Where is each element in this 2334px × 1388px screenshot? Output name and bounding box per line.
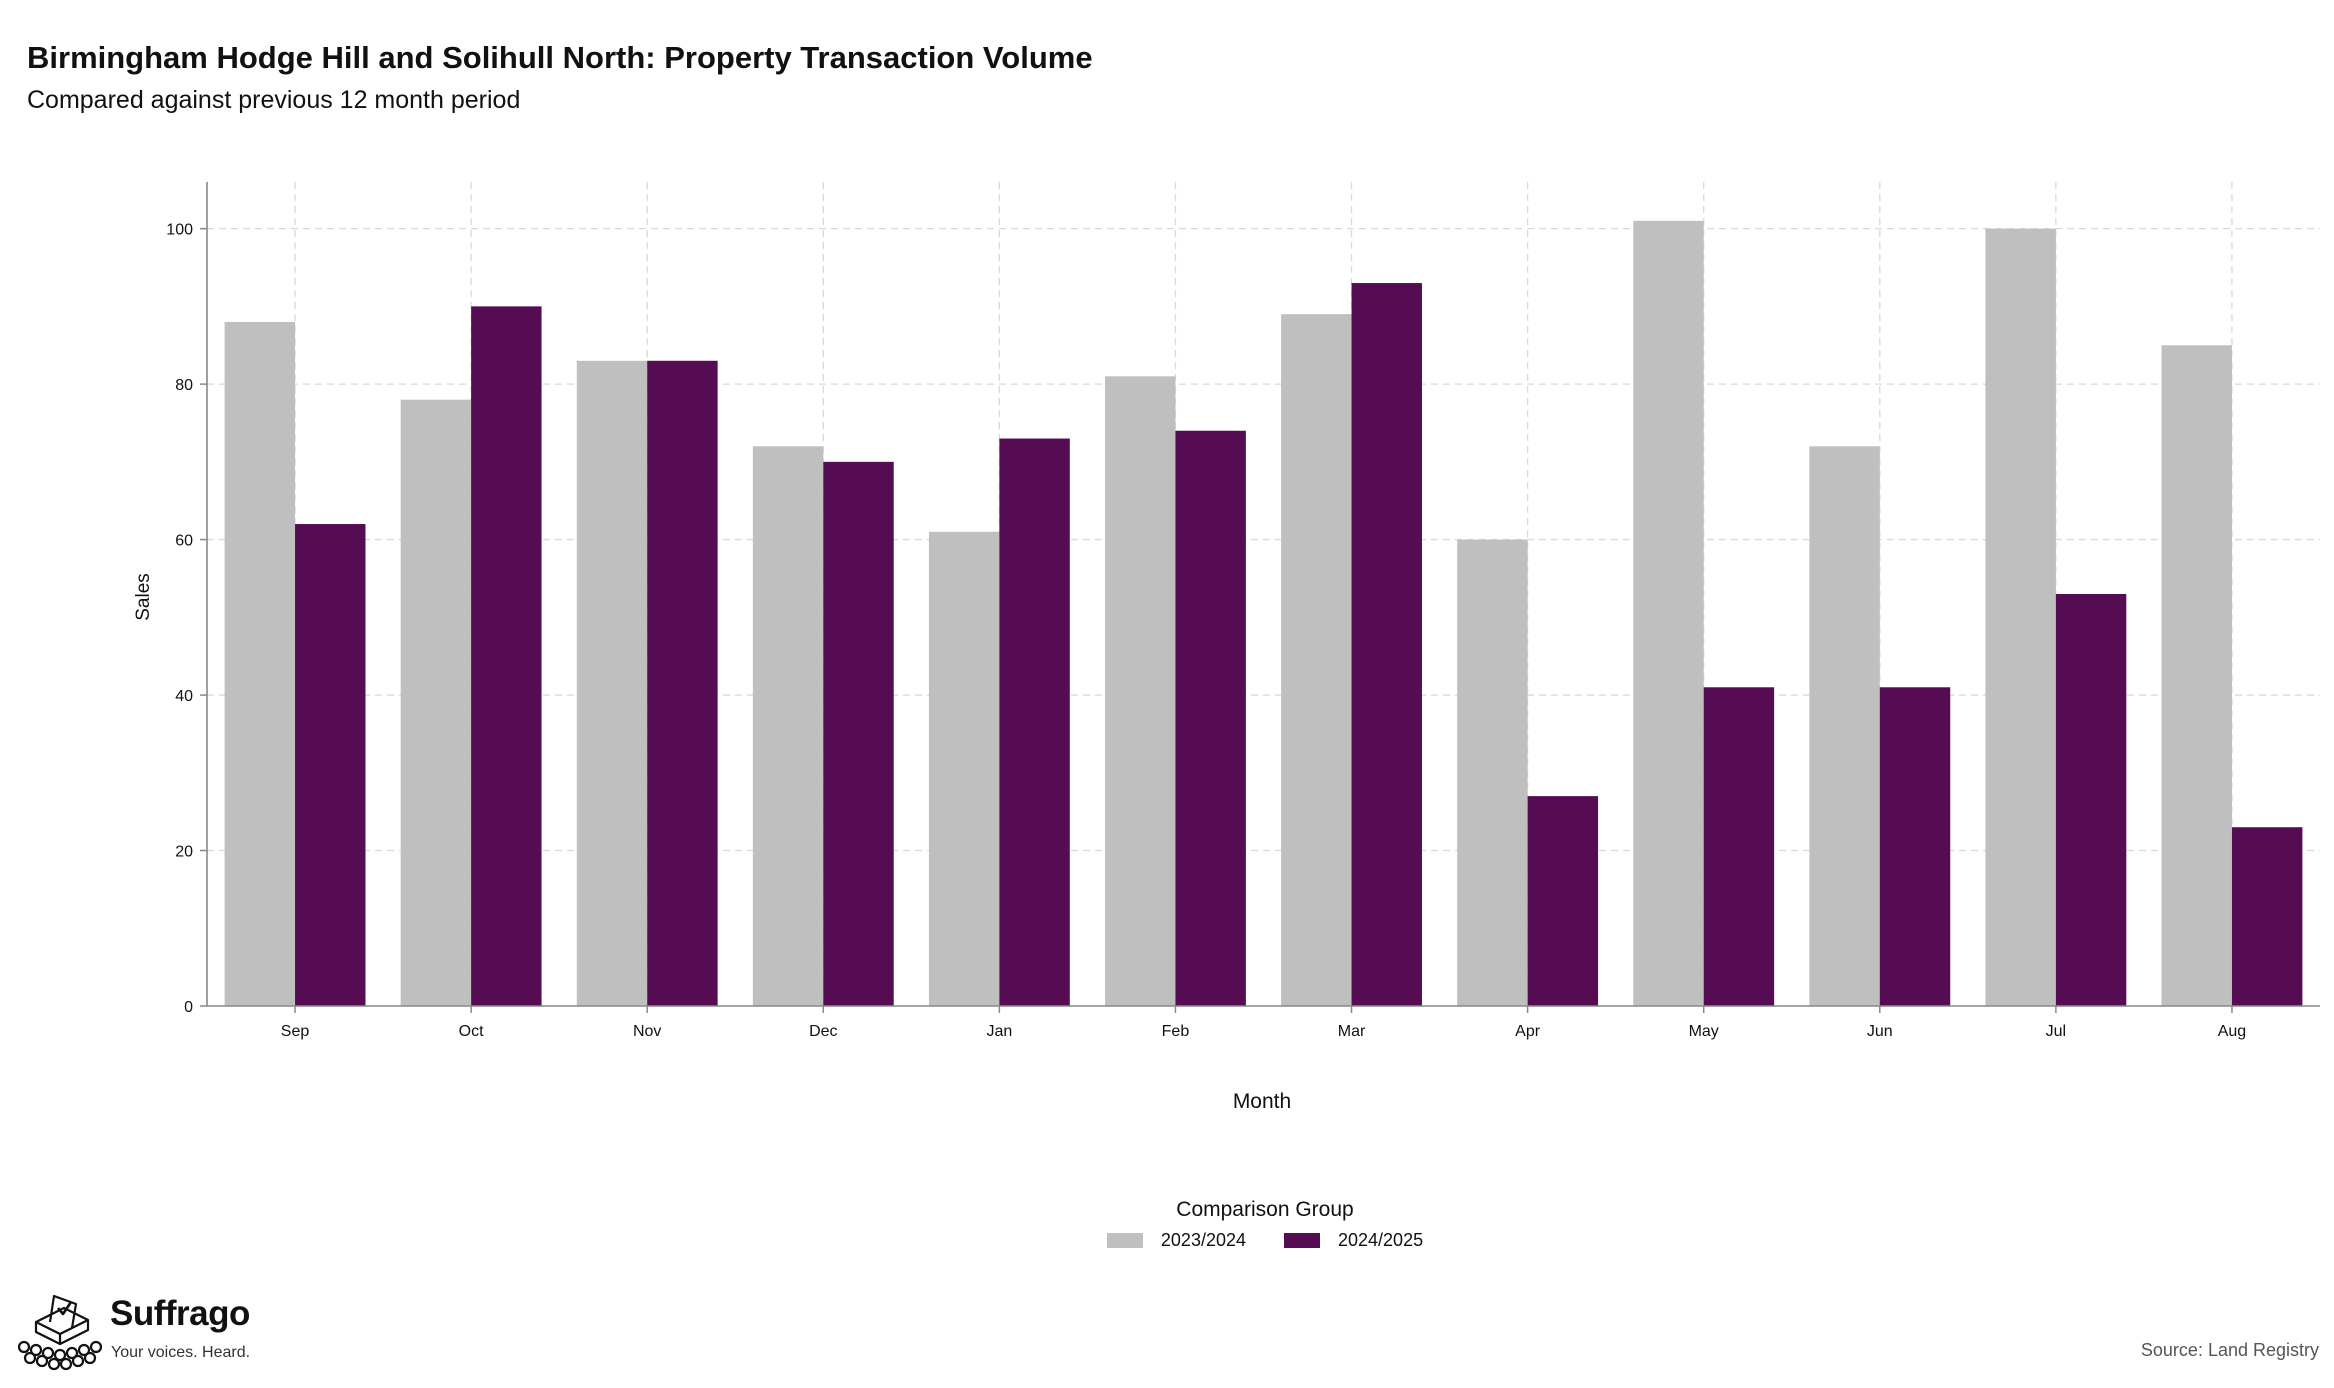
bar-aug-2024-2025 [2231, 827, 2303, 1006]
brand-logo: Suffrago Your voices. Heard. [14, 1292, 274, 1372]
legend-item: 2024/2025 [1284, 1230, 1423, 1251]
bar-aug-2023-2024 [2161, 345, 2232, 1007]
bar-nov-2024-2025 [647, 360, 718, 1006]
legend-items: 2023/2024 2024/2025 [1090, 1230, 1440, 1251]
bar-jan-2024-2025 [999, 438, 1070, 1006]
bar-chart: 0 20 40 60 80 100 Sep Oct Nov Dec Jan Feb Mar Apr May J… [133, 182, 2320, 1113]
brand-tagline: Your voices. Heard. [111, 1344, 251, 1361]
brand-name: Suffrago [110, 1294, 250, 1333]
x-tick-label: Aug [2218, 1023, 2246, 1040]
bar-apr-2024-2025 [1527, 796, 1599, 1006]
x-tick-label: Sep [281, 1023, 310, 1040]
y-tick-label: 0 [184, 999, 193, 1016]
y-tick-label: 40 [175, 688, 193, 705]
bar-jul-2023-2024 [1985, 228, 2056, 1007]
bar-jan-2023-2024 [928, 531, 1000, 1006]
bars [224, 220, 2303, 1007]
x-tick-label: Oct [459, 1023, 484, 1040]
y-tick-label: 20 [175, 844, 193, 861]
x-axis-title: Month [1233, 1090, 1291, 1113]
bar-oct-2024-2025 [471, 306, 542, 1007]
legend-swatch [1106, 1233, 1143, 1248]
bar-may-2024-2025 [1703, 687, 1775, 1006]
chart-subtitle: Compared against previous 12 month perio… [27, 86, 521, 114]
y-tick-label: 80 [175, 377, 193, 394]
bar-apr-2023-2024 [1457, 539, 1528, 1006]
legend-label: 2024/2025 [1338, 1230, 1424, 1250]
ballot-box-with-crowd-icon [17, 1294, 103, 1371]
legend-label: 2023/2024 [1160, 1230, 1246, 1250]
bar-sep-2024-2025 [295, 524, 366, 1006]
source-note: Source: Land Registry [2140, 1340, 2319, 1360]
legend: Comparison Group 2023/2024 2024/2025 [1090, 1198, 1440, 1251]
bar-jul-2024-2025 [2055, 594, 2127, 1006]
bar-may-2023-2024 [1633, 220, 1704, 1006]
bar-nov-2023-2024 [576, 360, 648, 1006]
x-tick-label: Apr [1515, 1023, 1541, 1040]
y-tick-label: 100 [166, 222, 193, 239]
x-tick-label: Feb [1162, 1023, 1190, 1040]
x-tick-label: Mar [1338, 1023, 1366, 1040]
legend-swatch [1284, 1233, 1320, 1248]
x-tick-label: Jan [986, 1023, 1012, 1040]
bar-mar-2023-2024 [1281, 314, 1352, 1006]
legend-item: 2023/2024 [1106, 1230, 1246, 1251]
bar-dec-2024-2025 [823, 461, 894, 1006]
chart-title: Birmingham Hodge Hill and Solihull North… [27, 40, 1093, 75]
x-tick-label: May [1689, 1023, 1719, 1040]
x-tick-label: Jul [2046, 1023, 2066, 1040]
bar-jun-2023-2024 [1809, 446, 1880, 1006]
x-tick-label: Jun [1867, 1023, 1893, 1040]
x-tick-label: Dec [809, 1023, 837, 1040]
bar-jun-2024-2025 [1879, 687, 1951, 1006]
bar-dec-2023-2024 [752, 446, 824, 1006]
legend-title: Comparison Group [1176, 1198, 1354, 1221]
bar-mar-2024-2025 [1351, 283, 1422, 1006]
y-tick-label: 60 [175, 533, 193, 550]
bar-feb-2024-2025 [1175, 430, 1246, 1006]
x-tick-label: Nov [633, 1023, 661, 1040]
bar-oct-2023-2024 [400, 399, 472, 1006]
y-axis-title: Sales [133, 573, 154, 621]
axes: 0 20 40 60 80 100 Sep Oct Nov Dec Jan Feb Mar Apr May J… [166, 182, 2320, 1040]
bar-sep-2023-2024 [224, 321, 296, 1006]
bar-feb-2023-2024 [1105, 376, 1176, 1007]
